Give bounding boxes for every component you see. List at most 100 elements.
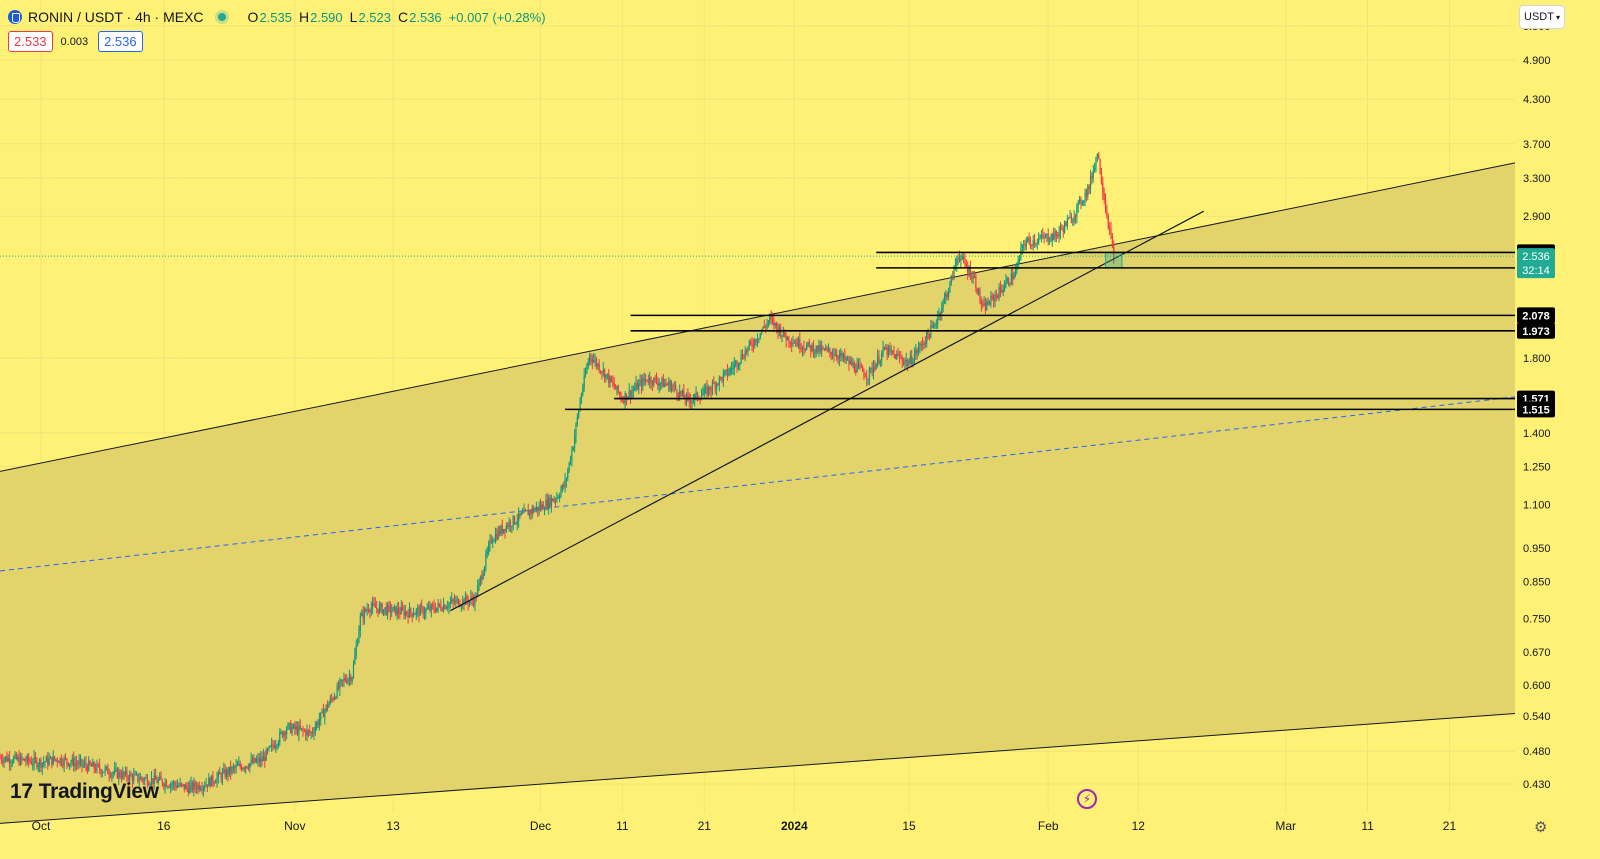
candle-body xyxy=(243,768,245,770)
candle-body xyxy=(791,343,793,345)
candle-body xyxy=(38,759,41,766)
candle-body xyxy=(337,685,340,689)
candle-body xyxy=(434,609,436,612)
candle-body xyxy=(616,385,618,390)
candle-body xyxy=(459,606,461,608)
candle-body xyxy=(118,771,120,778)
trend-line[interactable] xyxy=(450,210,1205,612)
candle-body xyxy=(352,664,355,678)
candle-body xyxy=(550,498,553,507)
symbol-title[interactable]: RONIN / USDT · 4h · MEXC xyxy=(28,9,204,25)
candle-body xyxy=(185,785,187,790)
candle-body xyxy=(313,732,315,734)
candle-body xyxy=(340,679,342,682)
candle-body xyxy=(672,386,674,388)
candle-body xyxy=(781,335,783,337)
candle-body xyxy=(754,339,756,347)
candle-body xyxy=(310,732,312,734)
candle-body xyxy=(142,779,144,781)
candle-body xyxy=(344,678,346,681)
candle-body xyxy=(939,312,941,315)
candle-body xyxy=(644,379,647,381)
candle-body xyxy=(333,697,335,700)
candle-body xyxy=(855,370,857,373)
lightning-icon[interactable]: ⚡ xyxy=(1077,789,1097,809)
channel-median-line[interactable] xyxy=(0,396,1516,572)
candle-body xyxy=(612,381,614,383)
candle-body xyxy=(920,343,922,345)
candle-body xyxy=(377,608,379,613)
candle-body xyxy=(911,356,913,365)
candle-body xyxy=(317,722,319,726)
candle-body xyxy=(812,344,815,354)
candle-body xyxy=(156,779,158,783)
currency-selector[interactable]: USDT ▾ xyxy=(1519,5,1565,29)
candle-body xyxy=(574,436,576,448)
sell-price-button[interactable]: 2.533 xyxy=(8,31,53,52)
candle-body xyxy=(538,505,540,511)
candle-body xyxy=(691,400,693,404)
candle-body xyxy=(971,277,973,279)
candle-body xyxy=(1107,216,1109,228)
candle-body xyxy=(2,760,4,763)
gear-icon[interactable]: ⚙ xyxy=(1534,819,1548,836)
candle-body xyxy=(513,516,516,524)
candle-body xyxy=(264,756,266,761)
candle-body xyxy=(745,350,748,352)
candle-body xyxy=(1074,216,1077,218)
candle-body xyxy=(423,613,426,615)
time-axis-tick-label: Oct xyxy=(32,819,51,833)
candle-body xyxy=(968,267,970,273)
candle-body xyxy=(134,773,136,775)
channel-upper-line[interactable] xyxy=(0,162,1516,472)
candle-body xyxy=(1029,240,1032,245)
candle-body xyxy=(223,769,225,773)
candle-body xyxy=(740,354,742,363)
drawing-layer[interactable] xyxy=(0,210,1515,612)
candle-body xyxy=(301,728,303,730)
candle-body xyxy=(104,767,106,772)
candle-body xyxy=(216,776,218,783)
candle-body xyxy=(1008,278,1010,285)
candle-body xyxy=(343,678,345,681)
candle-body xyxy=(548,497,550,508)
candle-body xyxy=(801,347,804,350)
candle-body xyxy=(448,603,450,608)
candle-body xyxy=(157,779,159,783)
currency-label: USDT xyxy=(1524,11,1554,23)
candle-body xyxy=(15,754,17,760)
candle-body xyxy=(950,275,952,283)
time-axis-tick-label: Feb xyxy=(1038,819,1059,833)
candle-body xyxy=(4,756,7,759)
market-status-icon[interactable] xyxy=(217,13,226,21)
candle-body xyxy=(786,336,789,341)
candle-body xyxy=(359,616,361,631)
price-axis-tick-label: 3.300 xyxy=(1523,173,1551,185)
candle-body xyxy=(219,772,221,775)
candle-body xyxy=(299,725,301,729)
buy-price-button[interactable]: 2.536 xyxy=(98,31,143,52)
candle-body xyxy=(100,769,102,774)
candle-body xyxy=(112,772,114,774)
candle-body xyxy=(700,395,703,400)
level-price-tag-label: 1.515 xyxy=(1522,404,1550,416)
zone-rectangle[interactable] xyxy=(1105,251,1123,269)
candle-body xyxy=(530,510,532,514)
candle-body xyxy=(179,783,181,786)
parallel-channel[interactable] xyxy=(0,162,1516,824)
candle-body xyxy=(677,395,679,397)
candle-body xyxy=(482,573,484,580)
candle-body xyxy=(756,339,759,343)
candle-body xyxy=(1083,200,1085,203)
candle-body xyxy=(965,264,967,267)
candle-body xyxy=(654,377,656,379)
candle-body xyxy=(1110,228,1112,236)
channel-lower-line[interactable] xyxy=(0,712,1516,824)
candle-body xyxy=(606,373,608,375)
candle-body xyxy=(43,762,45,764)
candle-body xyxy=(14,754,16,758)
candle-body xyxy=(986,301,988,311)
candle-body xyxy=(552,498,554,502)
candle-body xyxy=(141,777,143,780)
